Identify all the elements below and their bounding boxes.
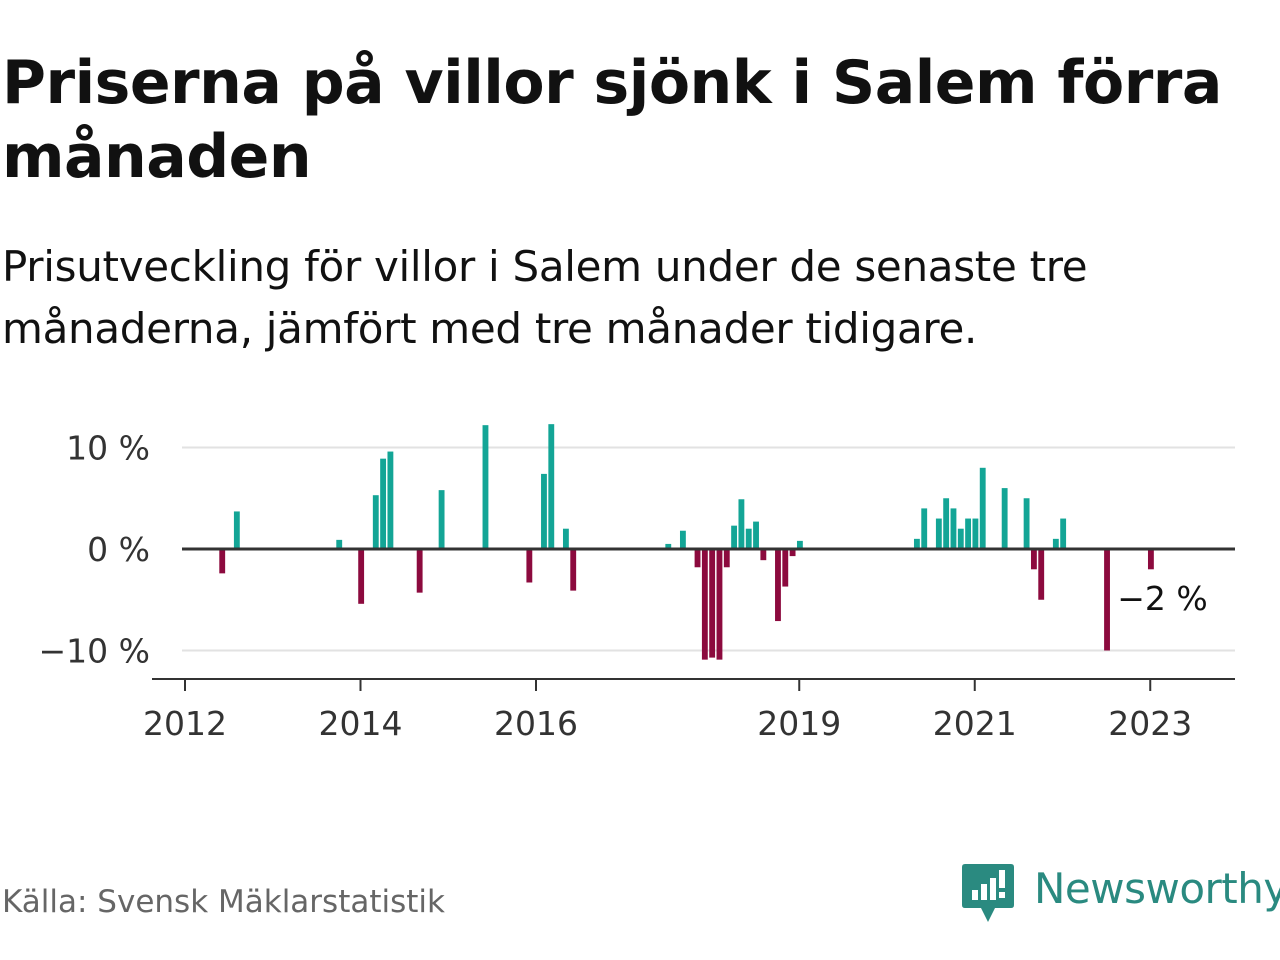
bar: [979, 467, 986, 549]
annotations: −2 %: [1117, 579, 1208, 618]
bar: [782, 549, 789, 587]
bar: [1147, 549, 1154, 570]
bar: [526, 549, 533, 583]
newsworthy-logo-text: Newsworthy: [1034, 864, 1280, 913]
bar: [1030, 549, 1037, 570]
annotation-label: −2 %: [1117, 579, 1208, 618]
bar: [1023, 498, 1030, 549]
bar: [541, 473, 547, 549]
bar-chart: 10 % 0 % −10 % 2012 2014 2016 2019 2021 2023 −2…: [39, 424, 1235, 743]
x-tick-label: 2016: [494, 704, 578, 743]
chart-title: Priserna på villor sjönk i Salem förra m…: [2, 48, 1222, 192]
y-tick-label: −10 %: [39, 632, 151, 671]
bar: [570, 549, 577, 591]
bar: [972, 518, 979, 549]
y-tick-label: 10 %: [66, 429, 150, 468]
bar: [731, 525, 738, 549]
bar: [694, 549, 701, 568]
bar: [760, 549, 767, 561]
bar: [753, 521, 759, 549]
bar: [562, 528, 569, 549]
bar: [1104, 549, 1110, 651]
bar: [709, 549, 716, 658]
x-tick-label: 2019: [757, 704, 841, 743]
gridlines: [182, 446, 1235, 652]
bar: [738, 499, 745, 549]
newsworthy-logo-icon: [962, 864, 1014, 922]
bar: [943, 498, 950, 549]
bar: [1038, 549, 1045, 600]
x-axis: 2012 2014 2016 2019 2021 2023: [143, 678, 1235, 743]
bar: [416, 549, 423, 593]
chart-subtitle: Prisutveckling för villor i Salem under …: [2, 242, 1088, 353]
y-axis-labels: 10 % 0 % −10 %: [39, 429, 151, 671]
bar: [921, 508, 928, 549]
bar: [796, 540, 803, 549]
bar: [935, 518, 942, 549]
bar: [701, 549, 708, 660]
bar: [716, 549, 723, 660]
bar: [1001, 488, 1008, 549]
bar: [438, 490, 445, 549]
x-tick-label: 2021: [933, 704, 1017, 743]
bar: [950, 508, 957, 549]
x-tick-label: 2023: [1108, 704, 1192, 743]
bar: [679, 530, 686, 549]
x-tick-label: 2014: [319, 704, 403, 743]
bar: [665, 543, 672, 549]
bars: [219, 424, 1154, 660]
y-tick-label: 0 %: [87, 530, 150, 569]
bar: [1052, 538, 1059, 549]
bar: [789, 549, 796, 557]
bar: [1060, 518, 1067, 549]
bar: [219, 549, 226, 574]
bar: [745, 528, 752, 549]
bar: [775, 549, 781, 622]
bar: [723, 549, 730, 568]
bar: [358, 549, 365, 604]
bar: [380, 458, 387, 549]
bar: [233, 511, 240, 549]
bar: [336, 539, 343, 549]
source-note: Källa: Svensk Mäklarstatistik: [2, 884, 445, 920]
bar: [957, 528, 964, 549]
bar: [372, 495, 379, 549]
bar: [387, 451, 394, 549]
bar: [482, 425, 489, 549]
x-tick-label: 2012: [143, 704, 227, 743]
bar: [913, 538, 920, 549]
bar: [965, 518, 972, 549]
bar: [548, 424, 555, 549]
